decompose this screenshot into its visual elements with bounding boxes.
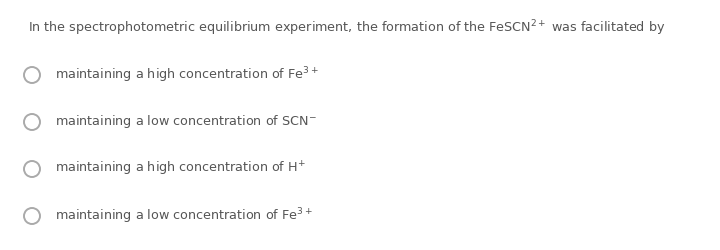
Text: In the spectrophotometric equilibrium experiment, the formation of the FeSCN$^{2: In the spectrophotometric equilibrium ex…	[28, 18, 665, 38]
Text: maintaining a high concentration of H$^{+}$: maintaining a high concentration of H$^{…	[55, 160, 306, 178]
Text: maintaining a low concentration of Fe$^{3+}$: maintaining a low concentration of Fe$^{…	[55, 206, 312, 226]
Text: maintaining a low concentration of SCN$^{-}$: maintaining a low concentration of SCN$^…	[55, 114, 317, 130]
Text: maintaining a high concentration of Fe$^{3+}$: maintaining a high concentration of Fe$^…	[55, 65, 319, 85]
